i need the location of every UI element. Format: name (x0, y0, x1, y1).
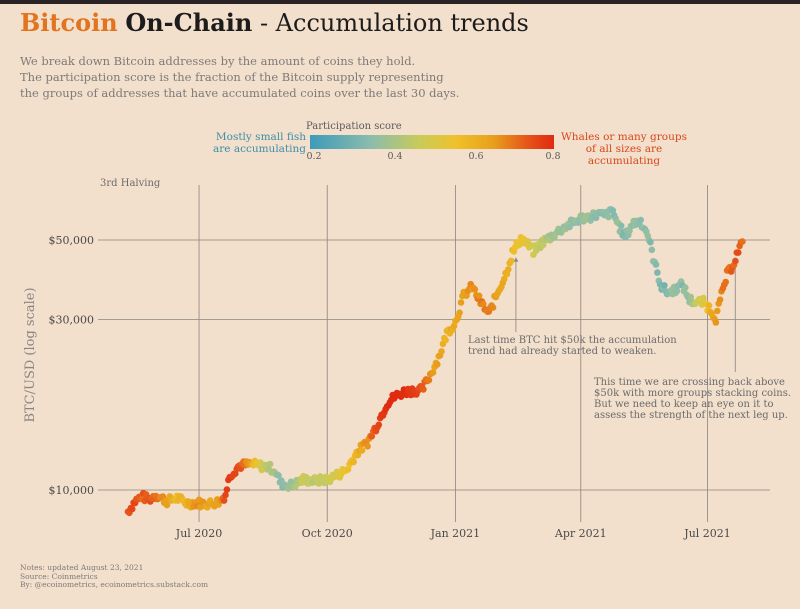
data-point (220, 497, 228, 504)
data-point (425, 376, 433, 384)
data-point (434, 361, 441, 368)
legend-color-bar (310, 135, 554, 149)
legend-left-line: Mostly small fish (215, 131, 306, 143)
legend-tick: 0.6 (468, 151, 484, 162)
data-point (223, 486, 231, 493)
data-point (539, 241, 547, 249)
data-point (722, 278, 729, 286)
data-points (124, 206, 746, 517)
x-tick-label: Oct 2020 (302, 527, 353, 540)
data-point (507, 257, 515, 265)
x-tick-label: Jul 2020 (175, 527, 223, 540)
y-tick-label: $30,000 (49, 313, 95, 326)
data-point (637, 216, 644, 224)
data-point (734, 249, 742, 256)
data-point (524, 238, 532, 245)
x-tick-label: Jul 2021 (683, 527, 731, 540)
legend-left-line: are accumulating (212, 143, 306, 155)
data-point (489, 304, 497, 311)
data-point (438, 348, 445, 355)
data-point (471, 286, 479, 293)
legend-right-line: Whales or many groups (561, 131, 687, 143)
data-point (266, 460, 274, 468)
data-point (673, 287, 681, 295)
y-tick-label: $10,000 (49, 484, 95, 497)
top-border (0, 0, 800, 4)
y-axis-title: BTC/USD (log scale) (23, 287, 38, 422)
data-point (652, 261, 660, 268)
data-point (712, 319, 720, 326)
halving-label: 3rd Halving (100, 178, 161, 189)
legend-tick: 0.2 (306, 151, 322, 162)
data-point (682, 284, 689, 291)
note-line: Notes: updated August 23, 2021 (20, 563, 144, 572)
data-point (291, 483, 299, 491)
data-point (420, 386, 427, 393)
subtitle-line: We break down Bitcoin addresses by the a… (20, 54, 416, 68)
legend-left-label: Mostly small fish are accumulating (200, 131, 306, 155)
data-point (128, 505, 136, 513)
data-point (475, 292, 483, 300)
data-point (456, 309, 463, 317)
axes: $10,000 $30,000 $50,000 Jul 2020 Oct 2020 Jan… (23, 234, 731, 540)
subtitle-line: The participation score is the fraction … (20, 70, 444, 84)
data-point (275, 472, 282, 479)
title-rest: - Accumulation trends (252, 9, 529, 37)
data-point (350, 458, 358, 466)
data-point (500, 275, 508, 283)
data-point (375, 421, 383, 429)
data-point (358, 447, 366, 454)
data-point (605, 213, 612, 221)
data-point (566, 223, 573, 231)
annotation-arrow (513, 257, 519, 262)
annotation-text: Last time BTC hit $50k the accumulation (468, 335, 677, 346)
x-tick-label: Apr 2021 (554, 527, 607, 540)
data-point (222, 491, 229, 499)
data-point (714, 307, 721, 315)
annotation-text: But we need to keep an eye on it to (594, 399, 774, 410)
data-point (368, 433, 376, 440)
data-point (705, 302, 713, 309)
data-point (429, 369, 437, 376)
annotation-text: trend had already started to weaken. (468, 346, 656, 357)
y-tick-label: $50,000 (49, 234, 95, 247)
annotation-text: assess the strength of the next leg up. (594, 410, 788, 421)
x-tick-label: Jan 2021 (430, 527, 481, 540)
data-point (661, 282, 668, 289)
data-point (457, 299, 465, 306)
grid-lines (98, 185, 770, 522)
legend-tick: 0.8 (545, 151, 561, 162)
note-line: Source: Coinmetrics (20, 571, 98, 581)
data-point (739, 238, 746, 245)
note-line: By: @ecoinometrics, ecoinometrics.substa… (20, 580, 209, 589)
data-point (732, 257, 739, 265)
data-point (364, 443, 371, 450)
legend-right-line: of all sizes are accumulating (585, 143, 663, 167)
legend-title: Participation score (306, 121, 402, 132)
annotation-text: This time we are crossing back above (594, 377, 785, 388)
data-point (442, 336, 449, 344)
subtitle: We break down Bitcoin addresses by the a… (20, 53, 460, 101)
data-point (647, 238, 654, 246)
data-point (687, 293, 695, 301)
data-point (344, 466, 352, 473)
annotation-text: $50k with more groups stacking coins. (594, 388, 791, 399)
data-point (450, 322, 458, 330)
page-title: Bitcoin On-Chain - Accumulation trends (20, 8, 529, 37)
data-point (617, 222, 625, 230)
notes: Notes: updated August 23, 2021 Source: C… (20, 563, 209, 590)
data-point (716, 296, 724, 304)
data-point (480, 300, 487, 308)
legend-right-label: Whales or many groups of all sizes are a… (558, 131, 690, 167)
data-point (163, 501, 171, 509)
title-brand: Bitcoin (20, 8, 118, 37)
legend-tick: 0.4 (387, 151, 403, 162)
title-section: On-Chain (125, 8, 253, 37)
data-point (505, 266, 512, 273)
data-point (654, 269, 661, 276)
data-point (700, 294, 707, 302)
data-point (648, 246, 656, 254)
subtitle-line: the groups of addresses that have accumu… (20, 86, 460, 100)
